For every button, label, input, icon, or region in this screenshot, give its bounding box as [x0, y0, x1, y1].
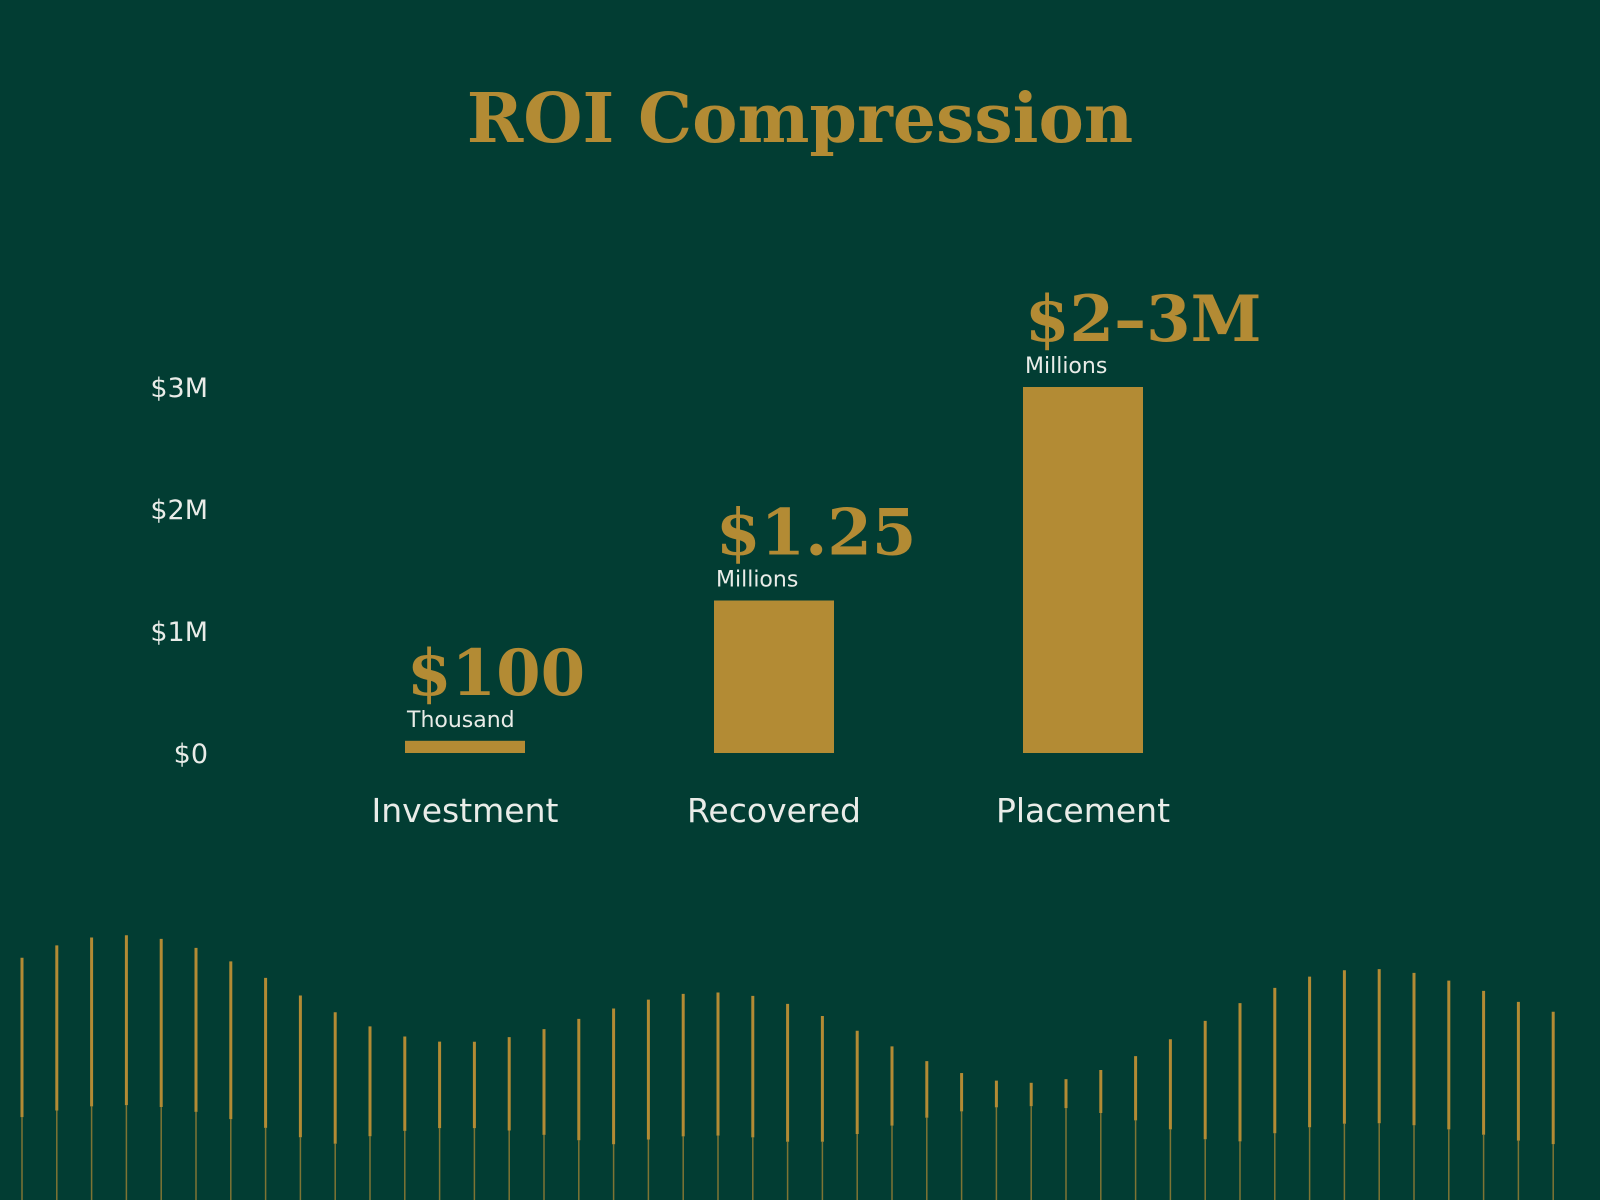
bar-recovered: [714, 600, 834, 753]
chart-title: ROI Compression: [467, 79, 1134, 159]
bar-unit-label: Millions: [716, 568, 798, 593]
bar-value-label: $1.25: [716, 496, 916, 571]
x-category-label: Investment: [372, 791, 559, 830]
bar-value-label: $100: [407, 636, 585, 711]
y-tick-label: $0: [174, 739, 208, 770]
bar-unit-label: Millions: [1025, 354, 1107, 379]
bar-investment: [405, 740, 525, 753]
x-category-label: Recovered: [687, 791, 861, 830]
x-axis-categories: Investment Recovered Placement: [372, 791, 1171, 830]
y-axis-ticks: $0 $1M $2M $3M: [150, 373, 208, 770]
bars: [405, 387, 1143, 753]
bar-unit-label: Thousand: [406, 708, 515, 733]
decorative-waveform: [20, 935, 1555, 1200]
y-tick-label: $2M: [150, 495, 208, 526]
y-tick-label: $1M: [150, 617, 208, 648]
x-category-label: Placement: [996, 791, 1170, 830]
bar-value-label: $2–3M: [1025, 282, 1261, 357]
bar-placement: [1023, 387, 1143, 753]
y-tick-label: $3M: [150, 373, 208, 404]
